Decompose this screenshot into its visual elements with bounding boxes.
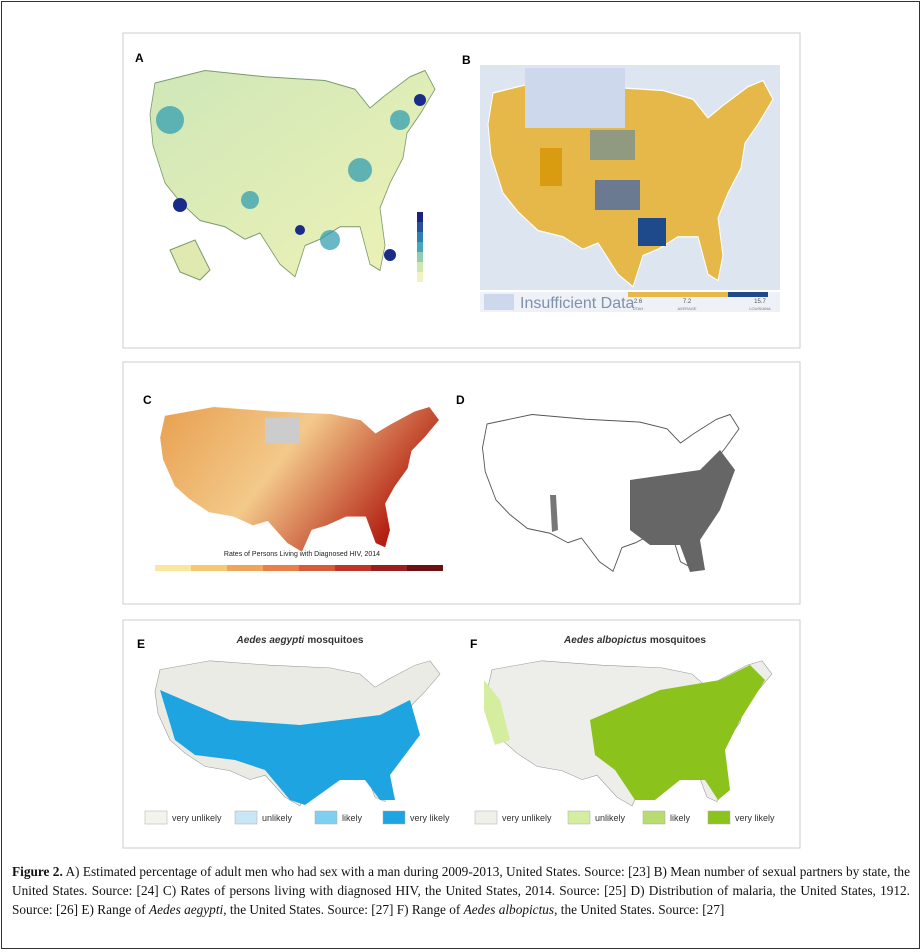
legend-swatch	[707, 810, 731, 825]
legend-swatch	[474, 810, 498, 825]
state	[540, 148, 562, 186]
title-rest: mosquitoes	[307, 635, 364, 646]
map-a-patches	[173, 94, 426, 261]
legend-c	[155, 565, 443, 571]
legend-label: very unlikely	[502, 813, 552, 823]
legend-label: unlikely	[262, 813, 293, 823]
panel-label: F	[470, 637, 477, 651]
panel-label: A	[135, 51, 144, 65]
legend-scale	[628, 292, 728, 297]
legend-swatch	[144, 810, 168, 825]
no-data	[265, 418, 300, 443]
panel-label: D	[456, 393, 465, 407]
caption-label: Figure 2.	[12, 864, 63, 879]
legend-swatch	[642, 810, 666, 825]
caption-text: , the United States. Source: [27]	[554, 902, 725, 917]
legend-label: 2.6	[634, 299, 643, 305]
range-f	[590, 665, 765, 800]
legend-swatch	[382, 810, 406, 825]
panel-label: E	[137, 637, 145, 651]
map-a-legend	[417, 212, 423, 282]
legend-swatch	[567, 810, 591, 825]
caption-text: , the United States. Source: [27] F) Ran…	[223, 902, 464, 917]
panel-label: B	[462, 53, 471, 67]
panel-title: Aedes aegypti mosquitoes	[236, 635, 364, 646]
map-a-patches	[156, 106, 410, 250]
title-italic: Aedes albopictus	[563, 635, 647, 646]
legend-label: unlikely	[595, 813, 626, 823]
state	[590, 130, 635, 160]
caption-text: A) Estimated percentage of adult men who…	[12, 864, 910, 917]
legend-swatch	[314, 810, 338, 825]
state	[638, 218, 666, 246]
malaria-area	[550, 495, 558, 532]
panel-title: Aedes albopictus mosquitoes	[563, 635, 706, 646]
legend-label: likely	[342, 813, 363, 823]
range-f	[484, 680, 510, 745]
legend-label: very likely	[410, 813, 450, 823]
legend-label: AVERAGE	[677, 306, 696, 311]
legend-scale	[728, 292, 768, 297]
insufficient-area	[525, 68, 625, 128]
state	[595, 180, 640, 210]
legend-label: LOUISIANA	[749, 306, 771, 311]
title-italic: Aedes aegypti	[236, 635, 305, 646]
legend-swatch	[484, 294, 514, 310]
title-rest: mosquitoes	[650, 635, 707, 646]
legend-label: UTAH	[633, 306, 644, 311]
panel-label: C	[143, 393, 152, 407]
caption-text: Aedes albopictus	[463, 902, 555, 917]
alaska	[169, 239, 211, 281]
legend-label: likely	[670, 813, 691, 823]
caption-text: Aedes aegypti	[149, 902, 224, 917]
malaria-area	[630, 450, 735, 572]
range-e	[160, 690, 420, 805]
legend-title: Rates of Persons Living with Diagnosed H…	[224, 551, 380, 558]
legend-label: 7.2	[683, 299, 692, 305]
legend-label: very likely	[735, 813, 775, 823]
figure: A Insufficient Data 2.6 UTAH 7.2 AVERAGE…	[122, 32, 801, 849]
legend-label: Insufficient Data	[520, 295, 635, 312]
legend-swatch	[234, 810, 258, 825]
legend-label: 15.7	[754, 299, 766, 305]
caption: Figure 2. A) Estimated percentage of adu…	[12, 862, 910, 919]
legend-label: very unlikely	[172, 813, 222, 823]
